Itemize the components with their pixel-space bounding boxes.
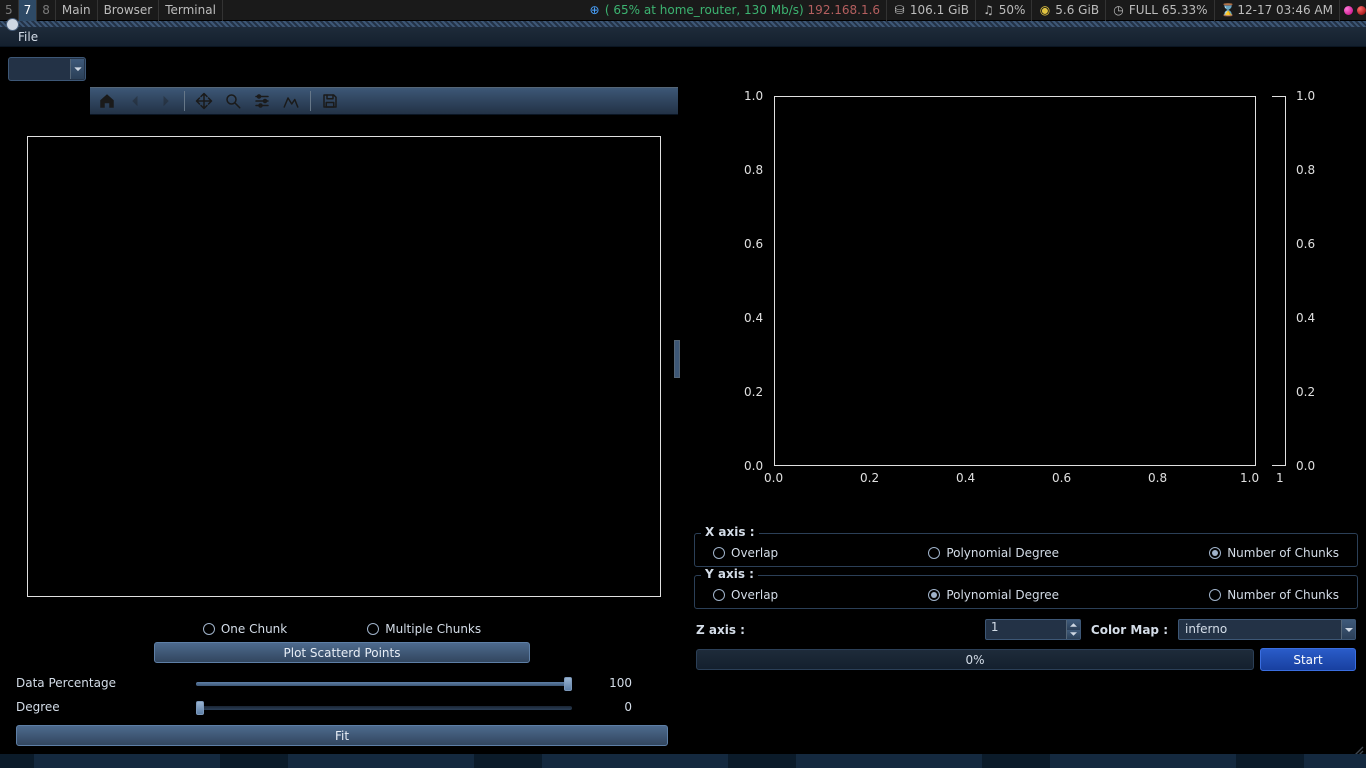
tab-main[interactable]: Main bbox=[56, 0, 98, 21]
workspace-list: 5 7 8 bbox=[0, 0, 56, 21]
disk-status: ⛁ 106.1 GiB bbox=[887, 0, 976, 21]
fit-button[interactable]: Fit bbox=[16, 725, 668, 746]
forward-icon[interactable] bbox=[152, 89, 178, 113]
matplotlib-toolbar bbox=[90, 87, 678, 115]
xtick: 0.4 bbox=[956, 471, 975, 485]
statusbar: 5 7 8 Main Browser Terminal ⊕ ( 65% at h… bbox=[0, 0, 1366, 21]
cbar-xtick: 1 bbox=[1276, 471, 1284, 485]
spin-down-icon[interactable] bbox=[1066, 630, 1080, 640]
workspace-8[interactable]: 8 bbox=[37, 0, 56, 21]
left-plot-axes bbox=[27, 136, 661, 597]
music-icon: ♫ bbox=[982, 0, 995, 21]
xtick: 0.8 bbox=[1148, 471, 1167, 485]
xtick: 0.6 bbox=[1052, 471, 1071, 485]
ytick: 0.6 bbox=[744, 237, 763, 251]
x-opt-polydeg[interactable]: Polynomial Degree bbox=[928, 546, 1059, 560]
tab-browser[interactable]: Browser bbox=[98, 0, 160, 21]
x-opt-chunks[interactable]: Number of Chunks bbox=[1209, 546, 1339, 560]
cbar-tick: 0.4 bbox=[1296, 311, 1315, 325]
x-axis-group: X axis : Overlap Polynomial Degree Numbe… bbox=[694, 533, 1358, 567]
updates-status: ◉ 5.6 GiB bbox=[1032, 0, 1106, 21]
start-button[interactable]: Start bbox=[1260, 648, 1356, 671]
progress-bar: 0% bbox=[696, 649, 1254, 670]
radio-one-chunk[interactable]: One Chunk bbox=[203, 622, 287, 636]
ytick: 0.0 bbox=[744, 459, 763, 473]
degree-value: 0 bbox=[582, 700, 632, 714]
music-status: ♫ 50% bbox=[976, 0, 1033, 21]
colormap-combo[interactable]: inferno bbox=[1178, 619, 1356, 640]
x-axis-legend: X axis : bbox=[701, 525, 759, 539]
package-icon: ◉ bbox=[1038, 0, 1051, 21]
tray-dot-2[interactable] bbox=[1357, 6, 1366, 15]
cbar-tick: 0.8 bbox=[1296, 163, 1315, 177]
plot-scattered-button[interactable]: Plot Scatterd Points bbox=[154, 642, 530, 663]
xtick: 1.0 bbox=[1240, 471, 1259, 485]
right-pane: 0.0 0.2 0.4 0.6 0.8 1.0 0.0 0.2 0.4 0.6 … bbox=[692, 51, 1360, 746]
left-plot-canvas[interactable] bbox=[6, 117, 678, 612]
dataset-combo[interactable] bbox=[8, 57, 86, 81]
radio-multiple-chunks[interactable]: Multiple Chunks bbox=[367, 622, 481, 636]
zoom-icon[interactable] bbox=[220, 89, 246, 113]
clock: ⌛ 12-17 03:46 AM bbox=[1215, 0, 1340, 21]
z-axis-label: Z axis : bbox=[696, 623, 745, 637]
net-status: ⊕ ( 65% at home_router, 130 Mb/s) 192.16… bbox=[582, 0, 887, 21]
left-title-strip bbox=[90, 51, 678, 87]
y-axis-group: Y axis : Overlap Polynomial Degree Numbe… bbox=[694, 575, 1358, 609]
disk-icon: ⛁ bbox=[893, 0, 906, 21]
spin-up-icon[interactable] bbox=[1066, 620, 1080, 630]
pan-icon[interactable] bbox=[191, 89, 217, 113]
z-axis-spinbox[interactable]: 1 bbox=[985, 619, 1081, 640]
degree-slider[interactable] bbox=[196, 701, 572, 713]
tab-terminal[interactable]: Terminal bbox=[159, 0, 223, 21]
cbar-tick: 0.6 bbox=[1296, 237, 1315, 251]
ytick: 0.8 bbox=[744, 163, 763, 177]
data-percentage-slider[interactable] bbox=[196, 677, 572, 689]
workspace-7[interactable]: 7 bbox=[19, 0, 38, 21]
configure-icon[interactable] bbox=[249, 89, 275, 113]
y-axis-legend: Y axis : bbox=[701, 567, 758, 581]
titlebar[interactable] bbox=[0, 21, 1366, 27]
ytick: 0.4 bbox=[744, 311, 763, 325]
colorbar bbox=[1272, 96, 1286, 466]
right-plot-canvas[interactable]: 0.0 0.2 0.4 0.6 0.8 1.0 0.0 0.2 0.4 0.6 … bbox=[692, 51, 1360, 529]
colormap-label: Color Map : bbox=[1091, 623, 1168, 637]
resize-grip-icon[interactable] bbox=[1352, 741, 1364, 753]
data-percentage-value: 100 bbox=[582, 676, 632, 690]
x-opt-overlap[interactable]: Overlap bbox=[713, 546, 778, 560]
y-opt-chunks[interactable]: Number of Chunks bbox=[1209, 588, 1339, 602]
degree-label: Degree bbox=[16, 700, 186, 714]
cbar-tick: 1.0 bbox=[1296, 89, 1315, 103]
cbar-tick: 0.0 bbox=[1296, 459, 1315, 473]
ytick: 1.0 bbox=[744, 89, 763, 103]
save-icon[interactable] bbox=[317, 89, 343, 113]
y-opt-overlap[interactable]: Overlap bbox=[713, 588, 778, 602]
back-icon[interactable] bbox=[123, 89, 149, 113]
app-window: File bbox=[0, 21, 1366, 754]
chevron-down-icon[interactable] bbox=[1341, 620, 1355, 639]
tray-dot-1[interactable] bbox=[1344, 6, 1353, 15]
desktop-taskbar[interactable] bbox=[0, 754, 1366, 768]
clock-icon: ⌛ bbox=[1221, 0, 1234, 21]
left-pane: One Chunk Multiple Chunks Plot Scatterd … bbox=[6, 51, 678, 746]
splitter-handle[interactable] bbox=[674, 340, 680, 378]
xtick: 0.0 bbox=[764, 471, 783, 485]
cpu-icon: ◷ bbox=[1112, 0, 1125, 21]
globe-icon: ⊕ bbox=[588, 0, 601, 21]
home-icon[interactable] bbox=[94, 89, 120, 113]
cbar-tick: 0.2 bbox=[1296, 385, 1315, 399]
menu-file[interactable]: File bbox=[12, 28, 44, 46]
y-opt-polydeg[interactable]: Polynomial Degree bbox=[928, 588, 1059, 602]
cpu-status: ◷ FULL 65.33% bbox=[1106, 0, 1214, 21]
ytick: 0.2 bbox=[744, 385, 763, 399]
edit-axes-icon[interactable] bbox=[278, 89, 304, 113]
xtick: 0.2 bbox=[860, 471, 879, 485]
chevron-down-icon[interactable] bbox=[70, 59, 84, 79]
data-percentage-label: Data Percentage bbox=[16, 676, 186, 690]
right-plot-axes bbox=[774, 96, 1256, 466]
menubar: File bbox=[0, 27, 1366, 47]
